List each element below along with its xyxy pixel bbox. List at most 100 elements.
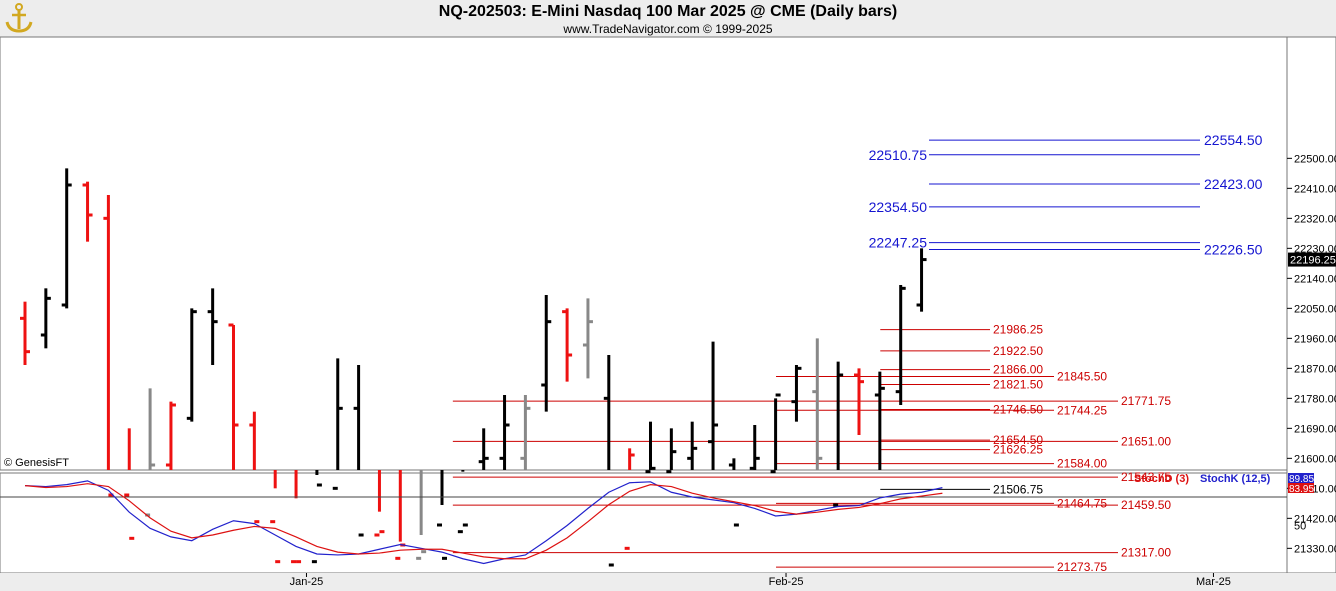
- stoch-last-box: [1288, 473, 1314, 483]
- stoch-last-label: 89.85: [1289, 474, 1314, 485]
- level-label-blue: 22226.50: [1204, 242, 1263, 258]
- ohlc-bar: [916, 248, 927, 312]
- ohlc-bar: [291, 470, 302, 564]
- time-tick-label: Mar-25: [1196, 576, 1231, 588]
- ohlc-bar: [437, 470, 447, 560]
- level-label-red: 21464.75: [1057, 496, 1107, 510]
- level-label-red: 21626.25: [993, 443, 1043, 457]
- ohlc-bar: [791, 365, 802, 422]
- ohlc-bar: [854, 368, 864, 435]
- price-tick-label: 22320.00: [1294, 213, 1336, 225]
- level-label-red: 21584.00: [1057, 457, 1107, 471]
- ohlc-bar: [582, 298, 593, 379]
- ohlc-bar: [624, 448, 635, 550]
- time-axis: Jan-25 Feb-25 Mar-25: [290, 573, 1231, 588]
- ohlc-bar: [332, 358, 343, 490]
- ohlc-bar: [874, 371, 885, 470]
- time-tick-label: Feb-25: [769, 576, 804, 588]
- ohlc-bar: [61, 168, 72, 309]
- ohlc-bar: [186, 308, 197, 422]
- ohlc-bar: [895, 285, 906, 405]
- ohlc-bar: [353, 365, 364, 537]
- price-tick-label: 21690.00: [1294, 423, 1336, 435]
- level-label-blue: 22510.75: [869, 147, 928, 163]
- stoch-last-label: 83.95: [1289, 484, 1314, 495]
- level-label-red: 21771.75: [1121, 394, 1171, 408]
- price-tick-label: 22410.00: [1294, 183, 1336, 195]
- ohlc-bar: [833, 361, 844, 507]
- ohlc-bar: [124, 428, 135, 540]
- watermark: © GenesisFT: [4, 457, 69, 469]
- level-label-black: 21506.75: [993, 482, 1043, 496]
- price-tick-label: 21870.00: [1294, 363, 1336, 375]
- level-lines: 21986.25 21922.50 21866.00 21845.50 21821.50…: [452, 132, 1263, 574]
- ohlc-bar: [728, 458, 739, 527]
- stoch-line-d: [24, 483, 943, 560]
- level-label-red: 21317.00: [1121, 546, 1171, 560]
- level-label-red: 21654.50: [993, 433, 1043, 447]
- chart-title: NQ-202503: E-Mini Nasdaq 100 Mar 2025 @ …: [438, 3, 898, 20]
- level-label-red: 21866.00: [993, 363, 1043, 377]
- ohlc-bar: [457, 470, 468, 534]
- level-label-red: 21459.50: [1121, 498, 1171, 512]
- ohlc-bar: [249, 411, 260, 524]
- level-label-red: 21986.25: [993, 323, 1043, 337]
- level-label-blue: 22423.00: [1204, 176, 1263, 192]
- ohlc-bar: [687, 421, 698, 470]
- ohlc-bar: [478, 428, 489, 470]
- last-price-label: 22196.25: [1290, 255, 1336, 267]
- price-tick-label: 22140.00: [1294, 273, 1336, 285]
- price-tick-label: 22500.00: [1294, 153, 1336, 165]
- price-tick-label: 21960.00: [1294, 333, 1336, 345]
- level-label-red: 21746.50: [993, 403, 1043, 417]
- level-label-red: 21651.00: [1121, 434, 1171, 448]
- level-label-blue: 22554.50: [1204, 132, 1263, 148]
- ohlc-bar: [207, 288, 218, 365]
- chart-frame: [0, 36, 1336, 591]
- stoch-legend-d: StochD (3): [1134, 473, 1189, 485]
- ohlc-bar: [40, 288, 51, 349]
- price-tick-label: 21420.00: [1294, 513, 1336, 525]
- price-bars: [20, 168, 927, 567]
- ohlc-bar: [228, 323, 239, 470]
- ohlc-bar: [270, 470, 281, 564]
- ohlc-bar: [416, 470, 427, 560]
- ohlc-bar: [520, 395, 531, 470]
- level-label-blue: 22354.50: [869, 199, 928, 215]
- ohlc-bar: [666, 428, 677, 474]
- stochastic-panel-border: [0, 472, 1288, 574]
- ohlc-bar: [82, 181, 93, 242]
- stoch-line-k: [24, 480, 943, 565]
- ohlc-bar: [165, 401, 176, 470]
- time-tick-label: Jan-25: [290, 576, 324, 588]
- chart-subtitle: www.TradeNavigator.com © 1999-2025: [563, 22, 773, 36]
- ohlc-bar: [749, 425, 760, 470]
- ohlc-bar: [499, 395, 510, 470]
- price-panel-border: [0, 36, 1288, 471]
- ohlc-bar: [603, 355, 614, 567]
- time-axis-bg: [0, 573, 1336, 591]
- level-label-red: 21543.75: [1121, 470, 1171, 484]
- level-label-red: 21845.50: [1057, 370, 1107, 384]
- ohlc-bar: [562, 308, 573, 382]
- last-price-box: [1288, 252, 1336, 267]
- level-label-red: 21744.25: [1057, 403, 1107, 417]
- stoch-tick-label: 50: [1294, 521, 1306, 533]
- price-tick-label: 22230.00: [1294, 243, 1336, 255]
- chart-header: [0, 0, 1336, 37]
- ohlc-bar: [311, 470, 322, 564]
- level-label-red: 21273.75: [1057, 560, 1107, 574]
- stoch-last-box: [1288, 483, 1314, 493]
- level-label-blue: 22247.25: [869, 235, 928, 251]
- price-tick-label: 21330.00: [1294, 543, 1336, 555]
- ohlc-bar: [645, 421, 656, 474]
- ohlc-bar: [770, 393, 781, 474]
- ohlc-bar: [374, 470, 385, 537]
- ohlc-bar: [708, 341, 719, 470]
- ohlc-bar: [541, 295, 552, 412]
- ohlc-bar: [812, 338, 823, 470]
- stoch-legend-k: StochK (12,5): [1200, 473, 1271, 485]
- level-label-red: 21922.50: [993, 344, 1043, 358]
